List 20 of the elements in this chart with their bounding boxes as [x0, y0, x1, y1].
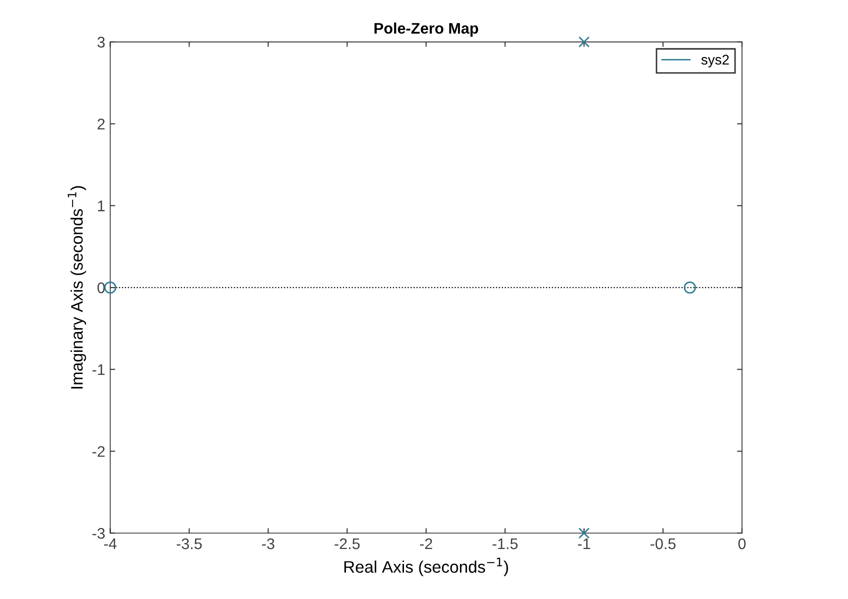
x-tick-label: -4: [104, 538, 117, 550]
x-tick-label: 0: [738, 538, 746, 550]
legend-label: sys2: [701, 54, 729, 68]
y-tick-label: 1: [98, 200, 105, 212]
y-tick-label: 3: [97, 36, 105, 48]
y-tick-label: -3: [92, 528, 105, 539]
y-tick-label: -2: [92, 446, 105, 457]
y-tick-label: 2: [98, 118, 105, 130]
x-tick-label: -3.5: [176, 538, 202, 550]
x-tick-label: -1: [578, 538, 590, 550]
y-tick-label: -1: [92, 364, 105, 375]
x-tick-label: -1.5: [492, 538, 518, 550]
x-tick-label: -3: [262, 538, 274, 550]
x-tick-label: -2.5: [334, 538, 360, 550]
x-tick-label: -2: [420, 538, 432, 550]
x-tick-label: -0.5: [650, 538, 676, 550]
chart-title: Pole-Zero Map: [374, 22, 478, 37]
x-axis-title: Real Axis (seconds$^{−1}$): [344, 558, 508, 576]
y-tick-label: 0: [97, 282, 105, 294]
y-axis-title: Imaginary Axis (seconds$^{−1}$): [68, 186, 86, 388]
